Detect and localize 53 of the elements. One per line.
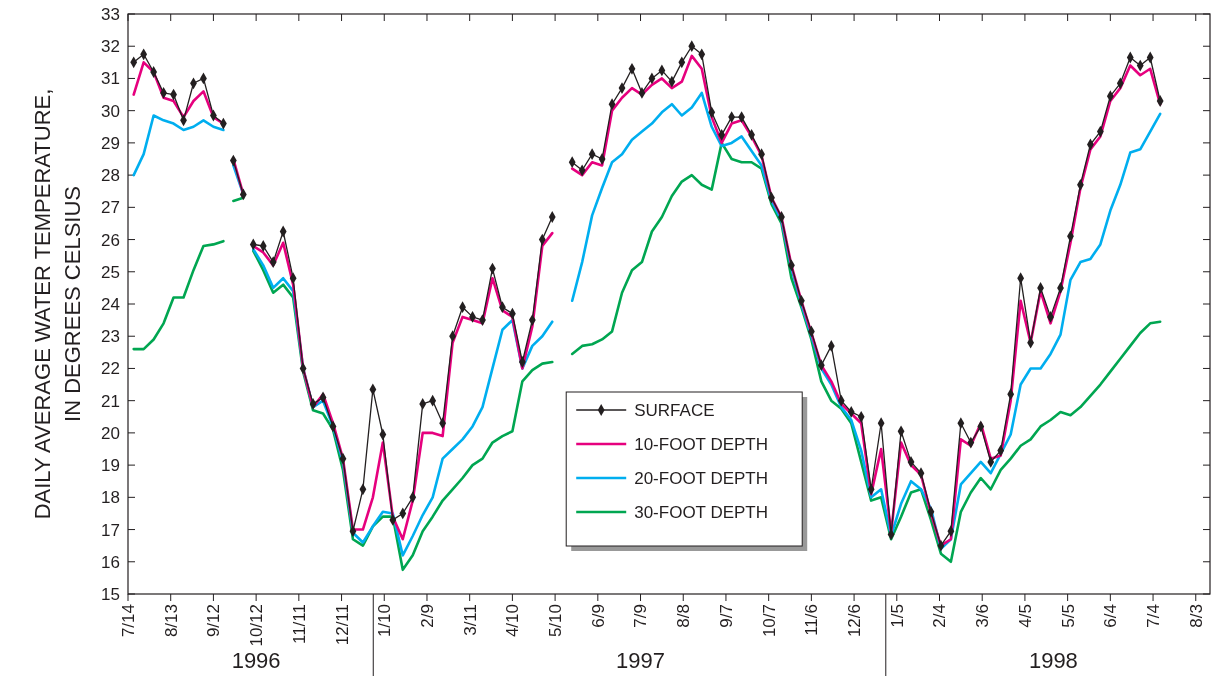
y-tick-label: 26 <box>101 230 120 250</box>
y-tick-label: 16 <box>101 552 120 572</box>
x-tick-label: 8/3 <box>1186 604 1206 628</box>
x-tick-label: 6/4 <box>1101 604 1121 628</box>
y-tick-label: 27 <box>101 198 120 218</box>
y-tick-label: 33 <box>101 4 120 24</box>
y-tick-label: 15 <box>101 584 120 604</box>
y-tick-label: 24 <box>101 294 120 314</box>
y-tick-label: 18 <box>101 488 120 508</box>
y-tick-label: 25 <box>101 262 120 282</box>
legend-label: 10-FOOT DEPTH <box>634 434 769 454</box>
y-tick-label: 20 <box>101 423 120 443</box>
x-tick-label: 1/5 <box>887 604 907 628</box>
y-tick-label: 28 <box>101 166 120 186</box>
x-tick-label: 12/11 <box>332 604 352 646</box>
x-tick-label: 6/9 <box>588 604 608 628</box>
y-tick-label: 21 <box>101 391 120 411</box>
x-tick-label: 12/6 <box>845 604 865 638</box>
x-tick-label: 1/10 <box>375 604 395 638</box>
x-tick-label: 3/6 <box>973 604 993 628</box>
text: 1997 <box>616 648 665 673</box>
x-tick-label: 5/5 <box>1058 604 1078 628</box>
x-tick-label: 4/10 <box>503 604 523 638</box>
y-tick-label: 17 <box>101 520 120 540</box>
x-tick-label: 8/8 <box>674 604 694 628</box>
y-tick-label: 32 <box>101 37 120 57</box>
legend-label: 30-FOOT DEPTH <box>634 502 769 522</box>
y-tick-label: 23 <box>101 327 120 347</box>
x-tick-label: 8/13 <box>161 604 181 638</box>
x-tick-label: 4/5 <box>1015 604 1035 628</box>
y-tick-label: 30 <box>101 101 120 121</box>
text: 1996 <box>231 648 281 673</box>
y-tick-label: 19 <box>101 456 120 476</box>
y-axis-title: DAILY AVERAGE WATER TEMPERATURE, IN DEGREES CELSIUS <box>30 88 85 520</box>
y-tick-label: 31 <box>101 69 120 89</box>
x-tick-label: 2/9 <box>417 604 437 628</box>
x-tick-label: 10/12 <box>247 604 267 647</box>
x-tick-label: 10/7 <box>759 604 779 638</box>
x-tick-label: 2/4 <box>930 604 950 628</box>
x-tick-label: 5/10 <box>546 604 566 638</box>
legend-label: SURFACE <box>634 400 715 420</box>
x-tick-label: 11/11 <box>289 604 309 645</box>
legend-label: 20-FOOT DEPTH <box>634 468 769 488</box>
text: 1998 <box>1028 648 1078 673</box>
x-tick-label: 9/12 <box>204 604 224 638</box>
x-tick-label: 3/11 <box>460 604 480 636</box>
y-tick-label: 29 <box>101 133 120 153</box>
x-tick-label: 11/6 <box>802 604 822 636</box>
x-tick-label: 7/14 <box>118 604 138 638</box>
x-tick-label: 7/9 <box>631 604 651 628</box>
x-tick-label: 9/7 <box>716 604 736 628</box>
x-tick-label: 7/4 <box>1144 604 1163 628</box>
y-tick-label: 22 <box>101 359 120 379</box>
